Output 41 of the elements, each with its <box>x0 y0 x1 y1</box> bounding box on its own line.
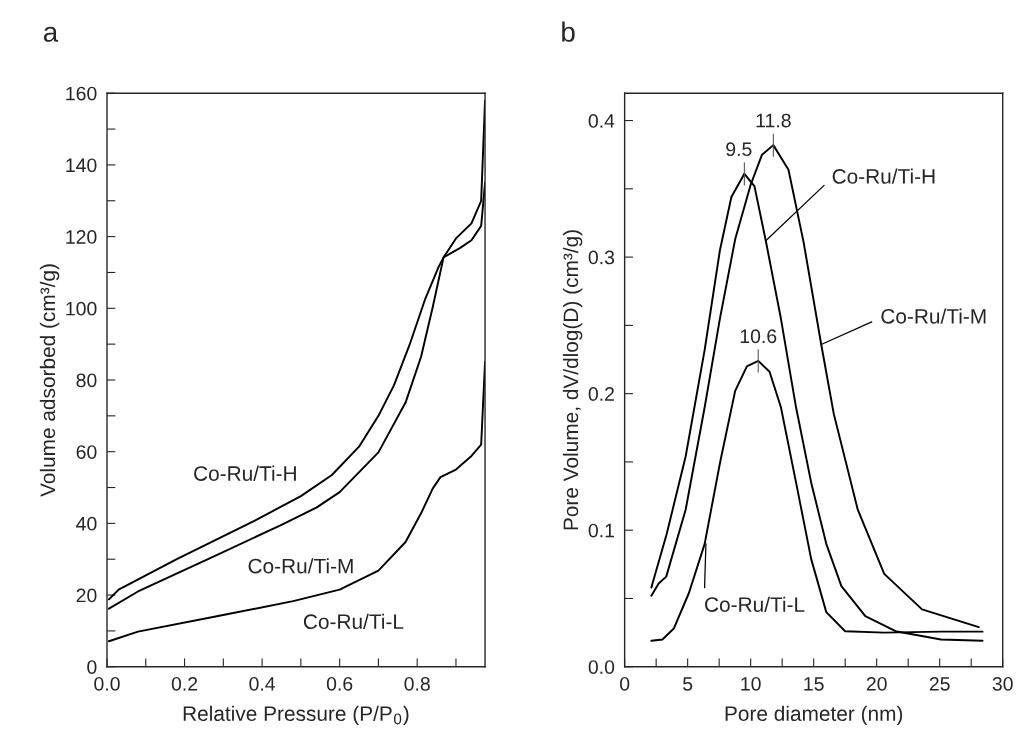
y-tick-label: 160 <box>66 86 97 101</box>
y-tick-label: 40 <box>76 516 97 531</box>
chart-title: a <box>43 26 59 42</box>
y-axis-title: Pore Volume, dV/dlog(D) (cm³/g) <box>562 230 583 530</box>
annotation: 9.5 <box>726 142 752 157</box>
y-tick-label: 0 <box>87 660 97 674</box>
annotation: Co-Ru/Ti-H <box>832 168 935 184</box>
y-tick-label: 80 <box>76 373 97 388</box>
y-tick-label: 60 <box>76 445 97 459</box>
x-tick-label: 0.4 <box>249 676 276 691</box>
y-axis-title: Volume adsorbed (cm³/g) <box>39 264 60 497</box>
y-tick-label: 120 <box>66 230 97 244</box>
annotation: 10.6 <box>740 329 777 344</box>
x-tick-label: 0.8 <box>404 676 430 691</box>
x-tick-label: 15 <box>804 677 824 691</box>
x-tick-label: 5 <box>683 677 693 691</box>
y-tick-label: 20 <box>76 588 97 603</box>
x-tick-label: 0.6 <box>326 676 353 691</box>
x-tick-label: 0.2 <box>171 676 198 691</box>
y-tick-label: 0.3 <box>588 250 615 265</box>
annotation: Co-Ru/Ti-L <box>303 613 404 630</box>
x-axis-title: Relative Pressure (P/P$_{0}$) <box>183 705 409 726</box>
x-tick-label: 20 <box>866 676 887 691</box>
x-tick-label: 30 <box>992 676 1013 691</box>
x-tick-label: 10 <box>741 676 761 691</box>
x-tick-label: 25 <box>929 676 950 691</box>
annotation: Co-Ru/Ti-L <box>705 596 805 612</box>
annotation: Co-Ru/Ti-H <box>194 465 296 481</box>
annotation: Co-Ru/Ti-M <box>881 308 986 324</box>
y-tick-label: 0.1 <box>588 523 614 538</box>
annotation: 11.8 <box>756 113 791 128</box>
chart-title: b <box>562 21 575 42</box>
x-tick-label: 0.0 <box>94 676 120 691</box>
y-tick-label: 0.0 <box>588 660 615 674</box>
x-tick-label: 0 <box>620 676 630 691</box>
y-tick-label: 100 <box>66 301 97 316</box>
annotation: Co-Ru/Ti-M <box>248 558 353 574</box>
y-tick-label: 0.2 <box>588 387 614 401</box>
y-tick-label: 0.4 <box>588 114 615 128</box>
y-tick-label: 140 <box>66 158 97 173</box>
x-axis-title: Pore diameter (nm) <box>725 705 903 726</box>
